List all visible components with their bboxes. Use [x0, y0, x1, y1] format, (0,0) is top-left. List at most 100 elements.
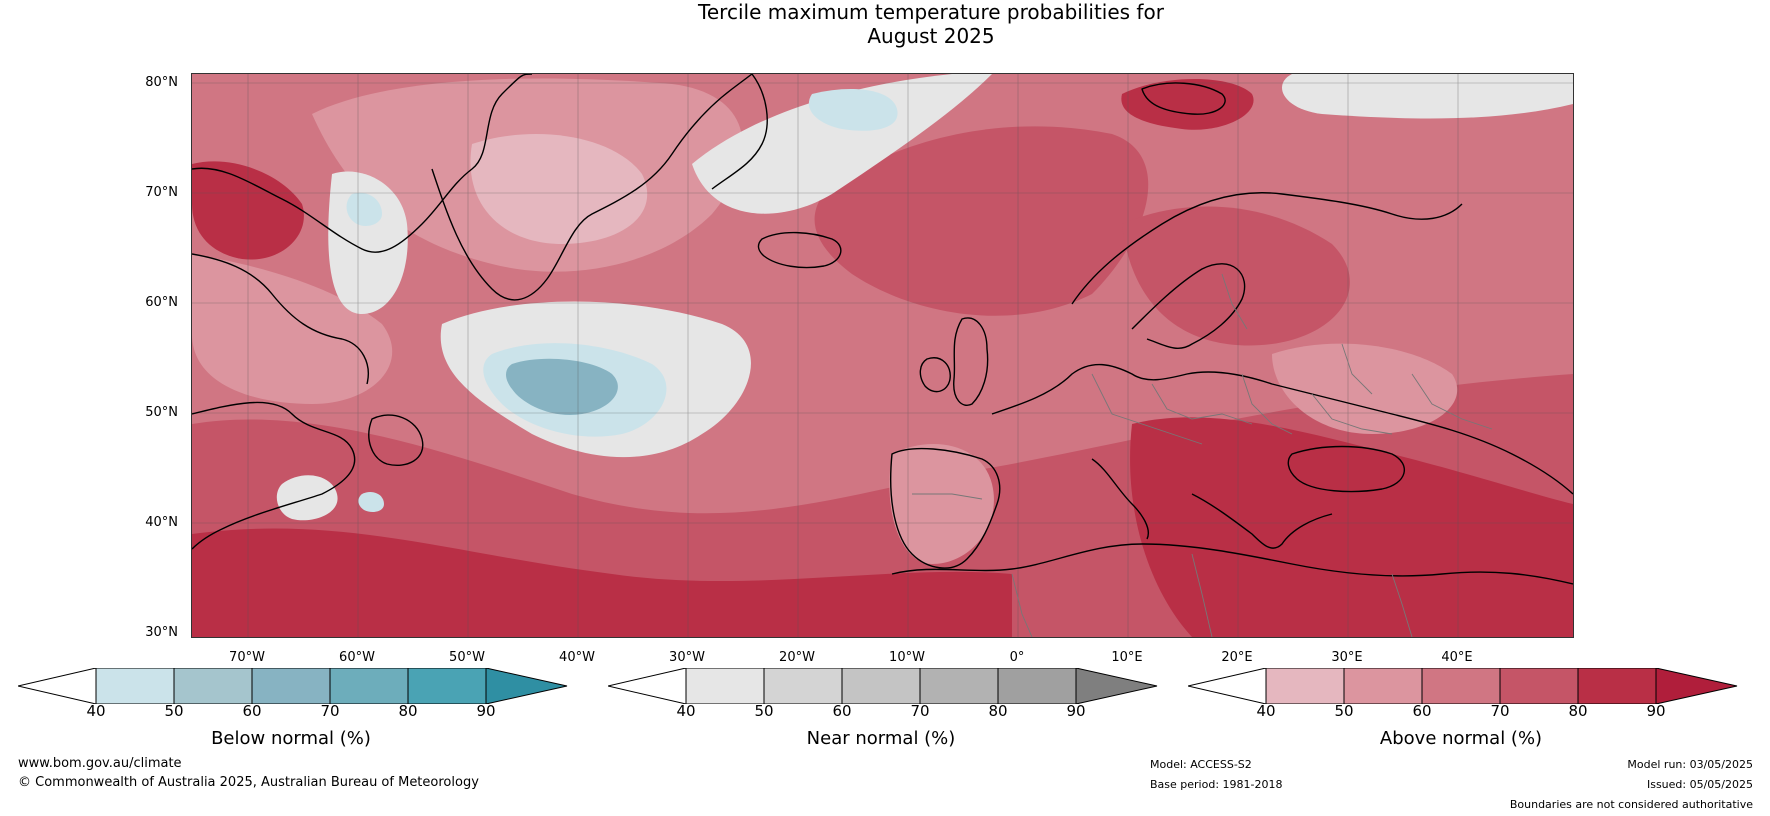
coastline-greenland-east — [711, 74, 768, 190]
colorbar-below-tick-90: 90 — [476, 702, 496, 720]
lat-label-30n: 30°N — [145, 625, 178, 640]
coastline-black-sea — [1287, 445, 1405, 493]
colorbar-near-tick-70: 70 — [910, 702, 930, 720]
colorbar-above-tick-50: 50 — [1334, 702, 1354, 720]
colorbar-below-band-60-70 — [251, 668, 331, 704]
colorbar-above-band-60-70 — [1421, 668, 1501, 704]
footer-model: Model: ACCESS-S2 — [1150, 758, 1252, 771]
above-light-region-iberia — [889, 444, 994, 564]
coastline-uk — [953, 317, 989, 406]
colorbar-near-band-80-90 — [997, 668, 1077, 704]
colorbar-below-tick-70: 70 — [320, 702, 340, 720]
lat-label-60n: 60°N — [145, 295, 178, 310]
coastline-iberia — [890, 447, 1001, 569]
colorbar-above-tick-90: 90 — [1646, 702, 1666, 720]
colorbar-near-band-50-60 — [763, 668, 843, 704]
above-light-region-labrador — [192, 254, 393, 404]
coastline-baffin — [192, 253, 369, 385]
lon-label-20e: 20°E — [1221, 650, 1253, 665]
footer-website: www.bom.gov.au/climate — [18, 756, 182, 771]
lon-label-10e: 10°E — [1111, 650, 1143, 665]
colorbar-below-tick-80: 80 — [398, 702, 418, 720]
lon-label-40w: 40°W — [559, 650, 595, 665]
lat-label-40n: 40°N — [145, 515, 178, 530]
colorbar-near-lower-extension — [608, 668, 687, 704]
colorbar-near-band-40-50 — [685, 668, 765, 704]
colorbar-below-tick-50: 50 — [164, 702, 184, 720]
colorbar-near-title: Near normal (%) — [806, 728, 956, 749]
near-normal-region-svalbard-east — [1282, 74, 1573, 119]
graticule — [192, 74, 1573, 637]
colorbar-below-band-70-80 — [329, 668, 409, 704]
footer-disclaimer: Boundaries are not considered authoritat… — [1509, 798, 1753, 811]
colorbar-below-band-80-90 — [407, 668, 487, 704]
lon-label-50w: 50°W — [449, 650, 485, 665]
colorbar-below-band-40-50 — [95, 668, 175, 704]
coastline-svalbard — [1141, 82, 1226, 115]
lat-label-70n: 70°N — [145, 185, 178, 200]
above-darkest-region-svalbard — [1121, 79, 1254, 130]
title-line-1: Tercile maximum temperature probabilitie… — [698, 0, 1164, 24]
lat-label-80n: 80°N — [145, 75, 178, 90]
coastline-ireland — [919, 357, 951, 393]
colorbar-above-tick-70: 70 — [1490, 702, 1510, 720]
probability-map — [191, 73, 1574, 638]
lon-label-40e: 40°E — [1441, 650, 1473, 665]
footer-issued: Issued: 05/05/2025 — [1646, 778, 1753, 791]
colorbar-above-title: Above normal (%) — [1379, 728, 1543, 749]
colorbar-above-band-80-90 — [1577, 668, 1657, 704]
coastline-scandinavia — [1071, 192, 1463, 349]
coastline-europe-main — [991, 363, 1573, 495]
coastline-labrador — [192, 401, 356, 550]
colorbar-below-tick-60: 60 — [242, 702, 262, 720]
coastline-north-africa — [891, 543, 1573, 585]
colorbar-above-normal — [1188, 668, 1738, 704]
below-normal-region-newfoundland — [358, 492, 384, 512]
map-title: Tercile maximum temperature probabilitie… — [0, 0, 1770, 48]
colorbar-below-lower-extension — [18, 668, 97, 704]
map-canvas — [192, 74, 1573, 637]
lat-label-50n: 50°N — [145, 405, 178, 420]
lon-label-10w: 10°W — [889, 650, 925, 665]
below-normal-core-mid-atlantic — [506, 358, 618, 415]
colorbar-above-tick-40: 40 — [1256, 702, 1276, 720]
title-line-2: August 2025 — [867, 24, 995, 48]
colorbar-near-tick-90: 90 — [1066, 702, 1086, 720]
above-lightest-region-greenland — [470, 134, 648, 244]
colorbar-near-band-60-70 — [841, 668, 921, 704]
lon-label-0: 0° — [1009, 650, 1025, 665]
lon-label-20w: 20°W — [779, 650, 815, 665]
colorbar-below-upper-extension — [485, 668, 568, 704]
colorbar-near-band-70-80 — [919, 668, 999, 704]
footer-copyright: © Commonwealth of Australia 2025, Austra… — [18, 775, 479, 790]
below-normal-region-baffin — [346, 192, 382, 226]
footer-model-run: Model run: 03/05/2025 — [1627, 758, 1753, 771]
lon-label-70w: 70°W — [229, 650, 265, 665]
colorbar-above-tick-80: 80 — [1568, 702, 1588, 720]
colorbar-below-tick-40: 40 — [86, 702, 106, 720]
colorbar-near-tick-80: 80 — [988, 702, 1008, 720]
coastlines — [192, 74, 1573, 585]
near-normal-region-greenland-sea — [692, 74, 992, 214]
colorbar-below-normal — [18, 668, 568, 704]
footer-base-period: Base period: 1981-2018 — [1150, 778, 1283, 791]
colorbar-near-tick-40: 40 — [676, 702, 696, 720]
lon-label-60w: 60°W — [339, 650, 375, 665]
colorbar-below-title: Below normal (%) — [211, 728, 371, 749]
coastline-iceland — [757, 231, 842, 269]
lon-label-30e: 30°E — [1331, 650, 1363, 665]
above-light-region-baltic — [1272, 343, 1458, 434]
colorbar-above-band-50-60 — [1343, 668, 1423, 704]
below-normal-region-greenland-sea — [808, 89, 898, 131]
above-darkest-region-south — [192, 528, 1012, 637]
colorbar-above-upper-extension — [1655, 668, 1738, 704]
above-dark-region-north-atlantic — [814, 126, 1149, 316]
colorbar-above-band-40-50 — [1265, 668, 1345, 704]
colorbar-above-tick-60: 60 — [1412, 702, 1432, 720]
coastline-greenland — [192, 74, 753, 301]
colorbar-above-lower-extension — [1188, 668, 1267, 704]
near-normal-region-newfoundland — [276, 475, 338, 521]
country-borders — [912, 273, 1493, 637]
coastline-balkans — [1191, 493, 1333, 549]
colorbar-near-normal — [608, 668, 1158, 704]
